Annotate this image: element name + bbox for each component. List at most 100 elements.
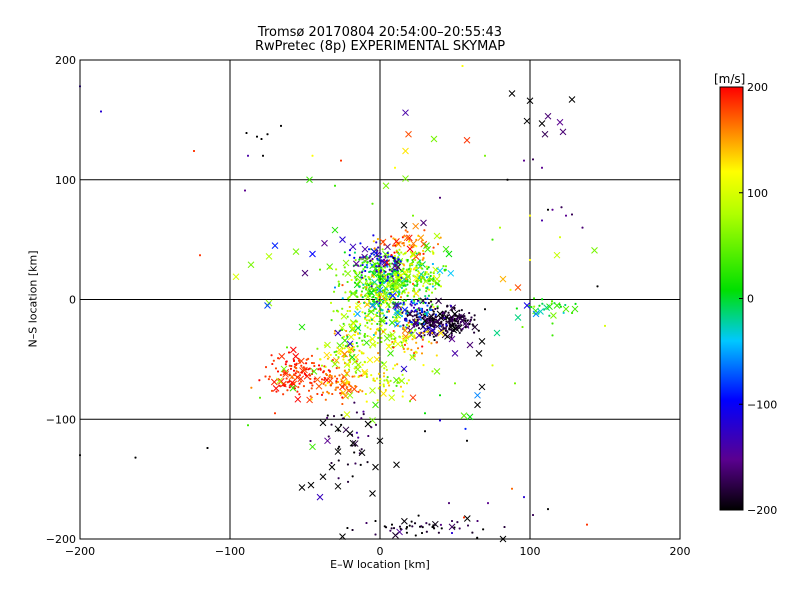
data-point xyxy=(422,257,425,260)
data-point xyxy=(383,367,386,370)
data-point xyxy=(371,274,374,277)
data-point-cross xyxy=(280,365,288,373)
data-point xyxy=(388,268,391,271)
data-point-cross xyxy=(309,443,316,451)
data-point xyxy=(458,331,461,334)
data-point-cross xyxy=(445,250,453,258)
data-point xyxy=(415,284,418,287)
data-point xyxy=(401,315,404,318)
data-point xyxy=(386,310,389,313)
data-point xyxy=(346,281,349,284)
data-point xyxy=(380,340,383,343)
data-point xyxy=(389,265,392,268)
data-point xyxy=(349,385,352,388)
data-point xyxy=(305,358,308,361)
data-point xyxy=(437,243,440,246)
data-point xyxy=(482,528,485,531)
data-point xyxy=(397,295,400,298)
data-point xyxy=(392,342,395,345)
data-point xyxy=(400,276,403,279)
data-point xyxy=(397,256,400,259)
data-point xyxy=(445,320,448,323)
data-point xyxy=(386,285,389,288)
data-point xyxy=(461,327,464,330)
data-point xyxy=(381,309,384,312)
data-point xyxy=(361,296,364,299)
data-point xyxy=(354,291,357,294)
data-point-cross xyxy=(383,334,391,342)
data-point xyxy=(134,456,137,459)
colorbar-ticks: 200 100 0 −100 −200 xyxy=(739,81,777,517)
data-point xyxy=(434,307,437,310)
data-point-cross xyxy=(282,368,290,376)
data-point xyxy=(304,374,307,377)
data-point xyxy=(367,284,370,287)
data-point-cross xyxy=(432,266,440,274)
y-tick-label: 100 xyxy=(55,174,76,187)
data-point xyxy=(386,379,389,382)
data-point xyxy=(464,427,467,430)
data-point xyxy=(431,370,434,373)
data-point xyxy=(368,256,371,259)
data-point xyxy=(355,341,358,344)
data-point xyxy=(444,327,447,330)
data-point xyxy=(292,369,295,372)
data-point xyxy=(399,385,402,388)
data-point-cross xyxy=(466,413,474,421)
data-point xyxy=(413,267,416,270)
data-point xyxy=(412,260,415,263)
data-point-cross xyxy=(376,286,384,294)
data-point xyxy=(432,274,435,277)
data-point-cross xyxy=(387,350,394,357)
data-point xyxy=(299,380,302,383)
data-point xyxy=(344,345,347,348)
data-point xyxy=(353,451,356,454)
data-point xyxy=(448,324,451,327)
data-point xyxy=(277,357,280,360)
data-point xyxy=(375,241,378,244)
data-point xyxy=(421,526,424,529)
data-point-cross xyxy=(451,310,459,318)
data-point xyxy=(329,374,332,377)
data-point xyxy=(421,258,424,261)
data-point xyxy=(378,273,381,276)
data-point xyxy=(406,283,409,286)
data-point xyxy=(414,259,417,262)
data-point xyxy=(400,296,402,299)
data-point xyxy=(386,276,389,279)
data-point xyxy=(372,270,375,273)
data-point xyxy=(326,382,329,385)
data-point xyxy=(319,268,321,271)
data-point xyxy=(290,364,293,367)
data-point xyxy=(394,166,396,169)
data-point xyxy=(388,384,391,387)
data-point xyxy=(411,338,414,341)
data-point xyxy=(274,367,277,370)
y-tick-label: 200 xyxy=(55,54,76,67)
data-point xyxy=(401,335,404,338)
data-point xyxy=(358,300,360,303)
data-point xyxy=(383,281,386,284)
data-point xyxy=(393,340,396,343)
data-point xyxy=(436,333,439,336)
data-point xyxy=(369,255,372,258)
data-point xyxy=(348,254,351,257)
data-point xyxy=(394,260,397,263)
data-point-cross xyxy=(428,312,435,320)
data-point xyxy=(418,301,421,304)
data-point xyxy=(383,379,386,382)
data-point xyxy=(351,528,354,531)
data-point xyxy=(431,262,434,265)
data-point xyxy=(402,346,405,349)
data-point xyxy=(386,288,389,291)
data-point xyxy=(419,307,422,310)
data-point xyxy=(401,311,404,314)
data-point xyxy=(440,320,443,323)
data-point xyxy=(244,189,246,192)
data-point-cross xyxy=(394,302,402,309)
data-point xyxy=(378,310,381,313)
data-point xyxy=(423,274,426,277)
data-point-cross xyxy=(398,377,406,385)
data-point xyxy=(375,251,378,254)
data-point xyxy=(417,270,420,273)
